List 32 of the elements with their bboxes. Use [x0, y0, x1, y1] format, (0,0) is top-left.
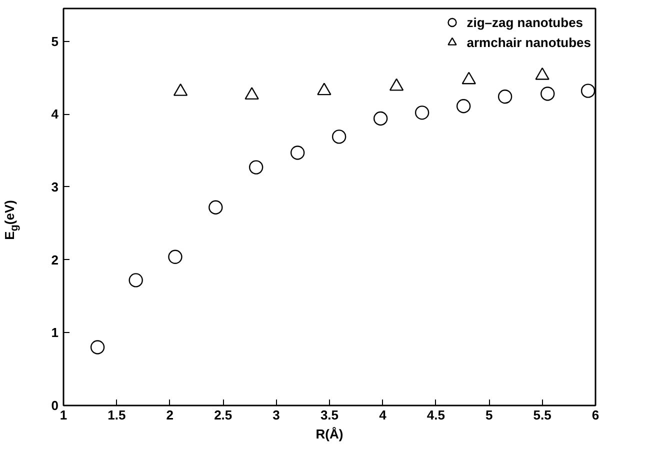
point	[414, 106, 430, 120]
x-tick-label: 5	[485, 408, 493, 422]
point	[498, 90, 512, 104]
point	[373, 111, 388, 126]
y-tick-label: 2	[51, 252, 59, 268]
point	[248, 160, 264, 174]
y-tick-label: 5	[51, 34, 59, 49]
x-tick-label: 4	[379, 408, 388, 422]
y-tick-label: 4	[51, 106, 60, 122]
point	[580, 84, 596, 98]
x-tick-label: 5.5	[533, 408, 552, 422]
x-tick-label: 2	[166, 408, 174, 422]
legend-label: zig–zag nanotubes	[466, 14, 584, 30]
x-tick-label: 3	[272, 408, 280, 422]
point	[168, 250, 182, 264]
legend-label: armchair nanotubes	[466, 34, 591, 50]
y-tick-label: 1	[51, 325, 59, 340]
point	[128, 273, 143, 288]
x-tick-label: 6	[592, 408, 600, 422]
point	[456, 99, 471, 114]
y-tick-label: 3	[51, 179, 59, 194]
x-axis-title: R(Å)	[316, 426, 344, 442]
point	[208, 200, 223, 214]
point	[90, 340, 105, 354]
x-tick-label: 2.5	[214, 408, 232, 422]
x-tick-label: 1.5	[108, 408, 126, 422]
x-tick-label: 3.5	[320, 408, 339, 422]
x-tick-label: 4.5	[426, 408, 445, 422]
point	[540, 86, 555, 101]
y-tick-label: 0	[51, 398, 59, 413]
point	[332, 130, 346, 144]
point	[290, 146, 305, 160]
